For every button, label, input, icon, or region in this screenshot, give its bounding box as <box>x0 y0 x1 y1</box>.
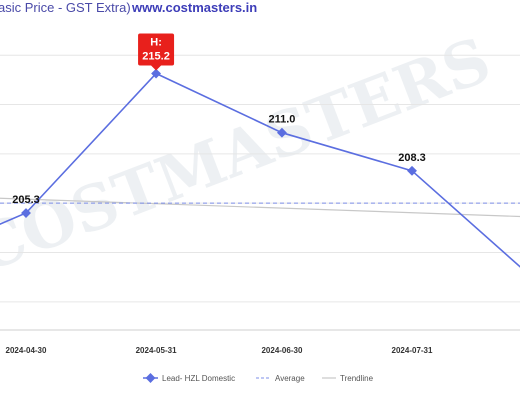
legend-average-label: Average <box>275 374 305 383</box>
legend-item-trendline[interactable]: Trendline <box>322 374 374 383</box>
x-axis: 2024-04-30 2024-05-31 2024-06-30 2024-07-31 <box>6 346 433 355</box>
legend-trendline-label: Trendline <box>340 374 374 383</box>
series-line <box>0 72 520 268</box>
data-point-marker <box>276 127 287 138</box>
chart-header: asic Price - GST Extra) www.costmasters.… <box>0 0 257 15</box>
legend-item-average[interactable]: Average <box>256 374 305 383</box>
x-tick-label: 2024-07-31 <box>392 346 433 355</box>
data-point-marker <box>151 68 162 79</box>
legend-item-series[interactable]: Lead- HZL Domestic <box>143 373 235 383</box>
x-tick-label: 2024-06-30 <box>261 346 302 355</box>
data-labels: 205.3 H: 215.2 211.0 208.3 <box>12 33 426 206</box>
data-label: 208.3 <box>398 152 426 164</box>
legend: Lead- HZL Domestic Average Trendline <box>143 373 374 383</box>
data-label: 205.3 <box>12 194 40 206</box>
trendline <box>0 197 520 218</box>
chart-subtitle: asic Price - GST Extra) <box>0 0 131 15</box>
x-tick-label: 2024-05-31 <box>136 346 177 355</box>
high-badge-box <box>138 33 175 66</box>
data-label: 211.0 <box>268 114 295 126</box>
high-badge-value: 215.2 <box>142 51 170 63</box>
legend-series-marker <box>145 373 156 383</box>
data-point-marker <box>21 208 31 218</box>
website-link[interactable]: www.costmasters.in <box>131 0 257 15</box>
high-badge-pointer <box>151 65 162 71</box>
high-label-badge: H: 215.2 <box>138 33 175 71</box>
high-badge-prefix: H: <box>150 37 162 49</box>
series-layer <box>0 68 520 268</box>
x-tick-label: 2024-04-30 <box>6 346 47 355</box>
legend-series-label: Lead- HZL Domestic <box>162 374 235 383</box>
trendline-layer <box>0 197 520 218</box>
data-point-marker <box>407 165 417 176</box>
